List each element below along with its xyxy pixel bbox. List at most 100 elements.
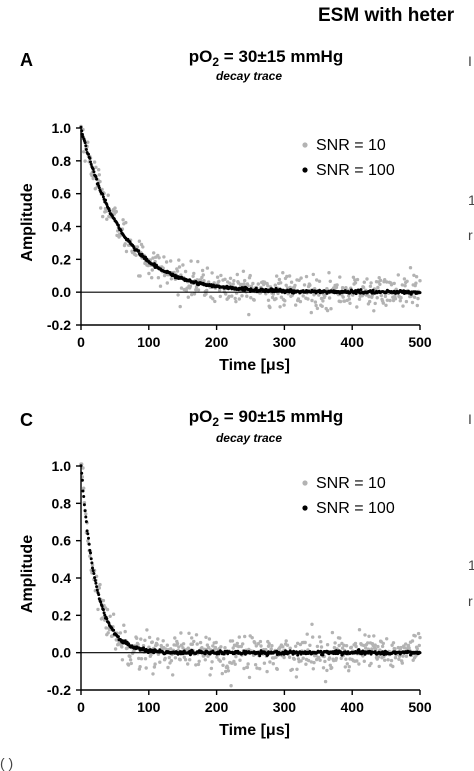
- data-point: [113, 647, 118, 651]
- data-point: [82, 486, 86, 490]
- data-point: [304, 662, 308, 666]
- data-point: [150, 268, 154, 272]
- data-point: [194, 633, 199, 637]
- data-point: [392, 281, 396, 286]
- data-point: [255, 666, 259, 670]
- data-point: [281, 645, 285, 649]
- y-axis-label: Amplitude: [19, 183, 36, 261]
- data-point: [319, 649, 323, 653]
- data-point: [111, 612, 116, 616]
- data-point: [296, 653, 300, 657]
- data-point: [282, 655, 286, 660]
- data-point: [165, 281, 169, 285]
- data-point: [156, 637, 160, 641]
- x-tick-label: 100: [137, 334, 161, 350]
- data-point: [196, 662, 201, 667]
- data-point: [92, 572, 96, 575]
- data-point: [264, 647, 268, 652]
- data-point: [178, 658, 182, 662]
- panel-title: pO2 = 90±15 mmHg: [189, 407, 343, 429]
- data-point: [377, 276, 381, 280]
- data-point: [97, 168, 101, 172]
- data-point: [338, 299, 343, 304]
- data-point: [389, 658, 394, 663]
- data-point: [189, 259, 193, 263]
- data-point: [105, 217, 109, 221]
- data-point: [344, 657, 348, 661]
- data-point: [87, 542, 91, 546]
- data-point: [355, 659, 359, 663]
- data-point: [175, 641, 180, 646]
- data-point: [383, 278, 387, 282]
- data-point: [404, 299, 409, 304]
- data-point: [249, 296, 253, 300]
- data-point: [187, 631, 191, 635]
- data-point: [198, 640, 203, 645]
- data-point: [129, 661, 133, 666]
- data-point: [396, 273, 400, 277]
- data-point: [323, 294, 327, 298]
- data-point: [337, 643, 341, 648]
- data-point: [245, 665, 250, 670]
- data-point: [384, 303, 388, 307]
- data-point: [385, 298, 390, 302]
- data-point: [146, 263, 150, 268]
- data-point: [97, 173, 102, 177]
- data-point: [82, 150, 86, 154]
- data-point: [357, 662, 361, 666]
- data-point: [235, 272, 239, 277]
- y-axis-label: Amplitude: [19, 535, 36, 613]
- data-point: [171, 673, 175, 677]
- panel-letter: A: [20, 50, 33, 70]
- data-point: [412, 295, 417, 299]
- data-point: [243, 278, 247, 283]
- data-point: [84, 515, 88, 519]
- data-point: [89, 557, 93, 561]
- legend-marker: [302, 167, 308, 173]
- data-point: [367, 634, 371, 638]
- data-point: [414, 281, 418, 285]
- data-point: [192, 292, 197, 296]
- data-point: [219, 273, 223, 278]
- data-point: [128, 654, 132, 659]
- data-point: [104, 198, 107, 202]
- data-point: [301, 656, 305, 660]
- data-point: [299, 659, 303, 663]
- data-point: [403, 284, 407, 288]
- data-point: [393, 297, 398, 301]
- data-point: [314, 653, 318, 658]
- data-point: [119, 229, 123, 233]
- y-tick-label: -0.2: [47, 682, 71, 698]
- panel-c: C pO2 = 90±15 mmHg decay trace 1.0 0.8 0.6…: [19, 407, 432, 739]
- data-point: [296, 657, 301, 661]
- data-point: [139, 637, 143, 641]
- data-point: [378, 278, 383, 283]
- y-tick-label: 0.0: [52, 284, 72, 300]
- data-point: [204, 635, 208, 639]
- data-point: [379, 293, 383, 298]
- data-point: [169, 277, 174, 281]
- data-point: [357, 297, 362, 301]
- data-point: [253, 641, 257, 645]
- data-point: [197, 659, 201, 663]
- data-point: [377, 664, 381, 669]
- data-point: [190, 292, 194, 297]
- data-point: [325, 643, 330, 647]
- data-point: [214, 640, 218, 645]
- data-point: [151, 672, 155, 676]
- data-point: [219, 645, 223, 649]
- data-point: [343, 665, 347, 669]
- data-point: [328, 279, 332, 283]
- data-point: [345, 662, 349, 666]
- x-tick-label: 500: [408, 699, 432, 715]
- data-point: [407, 646, 411, 650]
- data-point: [373, 643, 377, 647]
- data-point: [88, 554, 92, 558]
- data-point: [211, 644, 215, 648]
- data-point: [229, 684, 233, 688]
- legend-marker: [302, 142, 308, 148]
- data-point: [196, 288, 201, 292]
- data-point: [414, 654, 418, 658]
- y-tick-label: 0.2: [52, 607, 72, 623]
- data-point: [200, 646, 204, 650]
